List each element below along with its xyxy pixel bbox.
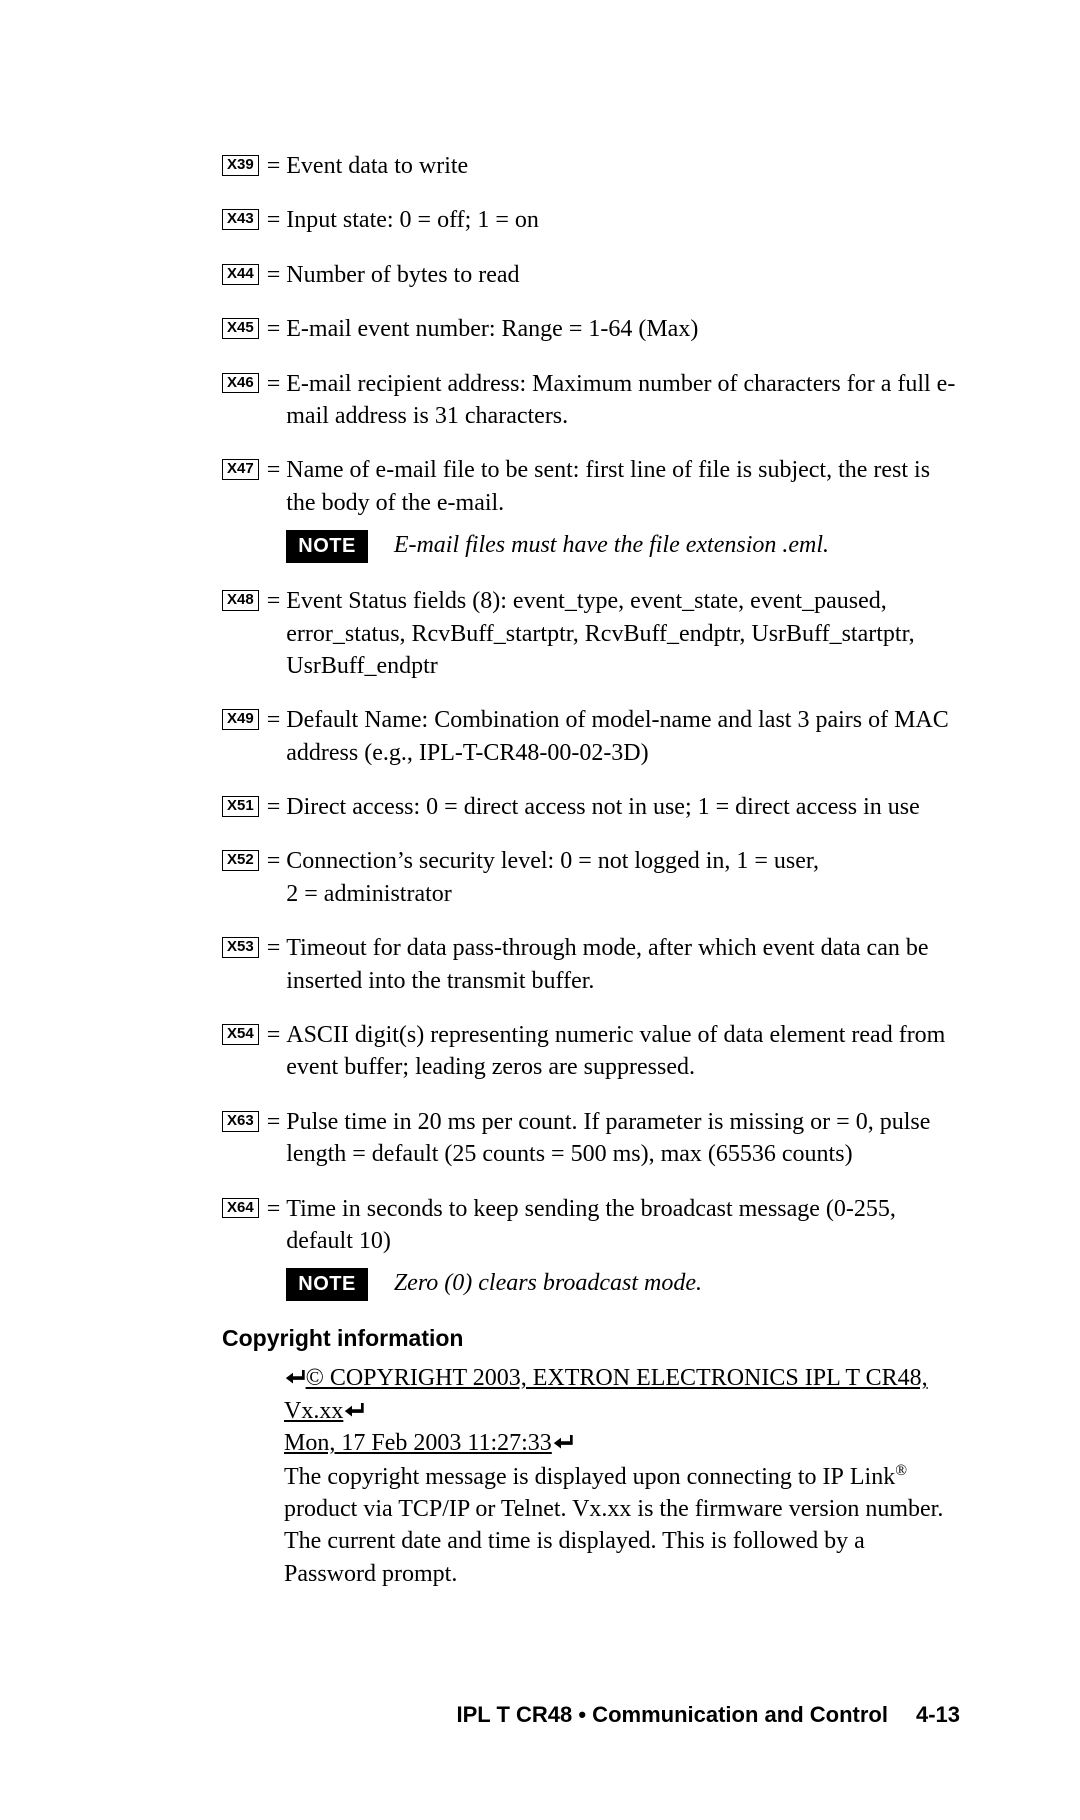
footer-title: IPL T CR48 • Communication and Control [457,1700,888,1730]
param-description: Number of bytes to read [286,259,960,291]
param-description: Direct access: 0 = direct access not in … [286,791,960,823]
note-badge: NOTE [286,530,368,563]
param-def: X63 = Pulse time in 20 ms per count. If … [222,1106,960,1171]
param-description-text: Connection’s security level: 0 = not log… [286,845,960,910]
param-description-text: Time in seconds to keep sending the broa… [286,1193,960,1258]
note-text: Zero (0) clears broadcast mode. [394,1267,702,1299]
footer-page-number: 4-13 [916,1700,960,1730]
param-description-text: Pulse time in 20 ms per count. If parame… [286,1106,960,1171]
note-row: NOTE Zero (0) clears broadcast mode. [286,1267,960,1301]
param-description: Event data to write [286,150,960,182]
param-def: X64 = Time in seconds to keep sending th… [222,1193,960,1302]
copyright-body: The copyright message is displayed upon … [284,1460,960,1591]
param-code-box: X49 [222,709,259,730]
param-description-text: Timeout for data pass-through mode, afte… [286,932,960,997]
param-code-box: X53 [222,937,259,958]
param-description: E-mail event number: Range = 1-64 (Max) [286,313,960,345]
param-code-box: X44 [222,264,259,285]
param-def: X39 = Event data to write [222,150,960,182]
param-description-text: Event Status fields (8): event_type, eve… [286,585,960,682]
param-description: Connection’s security level: 0 = not log… [286,845,960,910]
param-def: X48 = Event Status fields (8): event_typ… [222,585,960,682]
param-code-box: X45 [222,318,259,339]
param-description-text: Number of bytes to read [286,259,960,291]
equals-sign: = [259,259,287,291]
equals-sign: = [259,1019,287,1051]
equals-sign: = [259,454,287,486]
equals-sign: = [259,368,287,400]
param-description-text: Default Name: Combination of model-name … [286,704,960,769]
param-def: X51 = Direct access: 0 = direct access n… [222,791,960,823]
copyright-line-2: Mon, 17 Feb 2003 11:27:33 [284,1427,960,1459]
return-icon [343,1403,365,1419]
param-code-box: X46 [222,373,259,394]
return-icon [552,1435,574,1451]
param-code-box: X51 [222,796,259,817]
equals-sign: = [259,791,287,823]
equals-sign: = [259,845,287,877]
param-description-text: E-mail recipient address: Maximum number… [286,368,960,433]
param-description: Event Status fields (8): event_type, eve… [286,585,960,682]
param-code-box: X54 [222,1024,259,1045]
note-badge: NOTE [286,1268,368,1301]
equals-sign: = [259,932,287,964]
param-def: X54 = ASCII digit(s) representing numeri… [222,1019,960,1084]
param-description: ASCII digit(s) representing numeric valu… [286,1019,960,1084]
copyright-block: © COPYRIGHT 2003, EXTRON ELECTRONICS IPL… [284,1362,960,1590]
param-description-text: Input state: 0 = off; 1 = on [286,204,960,236]
equals-sign: = [259,150,287,182]
param-description-text: Direct access: 0 = direct access not in … [286,791,960,823]
param-description: Name of e-mail file to be sent: first li… [286,454,960,563]
param-code-box: X47 [222,459,259,480]
section-heading-copyright: Copyright information [222,1323,960,1354]
param-def: X43 = Input state: 0 = off; 1 = on [222,204,960,236]
param-def: X44 = Number of bytes to read [222,259,960,291]
page-footer: IPL T CR48 • Communication and Control 4… [222,1700,960,1730]
equals-sign: = [259,585,287,617]
param-description: Input state: 0 = off; 1 = on [286,204,960,236]
equals-sign: = [259,704,287,736]
param-description: Pulse time in 20 ms per count. If parame… [286,1106,960,1171]
param-code-box: X63 [222,1111,259,1132]
param-description-text: E-mail event number: Range = 1-64 (Max) [286,313,960,345]
equals-sign: = [259,313,287,345]
param-def: X46 = E-mail recipient address: Maximum … [222,368,960,433]
param-description: Default Name: Combination of model-name … [286,704,960,769]
param-code-box: X52 [222,850,259,871]
param-def: X47 = Name of e-mail file to be sent: fi… [222,454,960,563]
param-description: Time in seconds to keep sending the broa… [286,1193,960,1302]
param-def: X53 = Timeout for data pass-through mode… [222,932,960,997]
page-body: X39 = Event data to write X43 = Input sta… [0,0,1080,1820]
param-description-text: ASCII digit(s) representing numeric valu… [286,1019,960,1084]
param-description: Timeout for data pass-through mode, afte… [286,932,960,997]
return-icon [284,1370,306,1386]
note-row: NOTE E-mail files must have the file exte… [286,529,960,563]
equals-sign: = [259,1193,287,1225]
param-def: X52 = Connection’s security level: 0 = n… [222,845,960,910]
equals-sign: = [259,204,287,236]
equals-sign: = [259,1106,287,1138]
param-def: X49 = Default Name: Combination of model… [222,704,960,769]
param-code-box: X48 [222,590,259,611]
param-code-box: X39 [222,155,259,176]
param-description: E-mail recipient address: Maximum number… [286,368,960,433]
param-code-box: X43 [222,209,259,230]
param-code-box: X64 [222,1198,259,1219]
param-def: X45 = E-mail event number: Range = 1-64 … [222,313,960,345]
param-description-text: Name of e-mail file to be sent: first li… [286,454,960,519]
param-description-text: Event data to write [286,150,960,182]
note-text: E-mail files must have the file extensio… [394,529,829,561]
copyright-line-1: © COPYRIGHT 2003, EXTRON ELECTRONICS IPL… [284,1362,960,1427]
parameter-definition-list: X39 = Event data to write X43 = Input sta… [222,150,960,1301]
